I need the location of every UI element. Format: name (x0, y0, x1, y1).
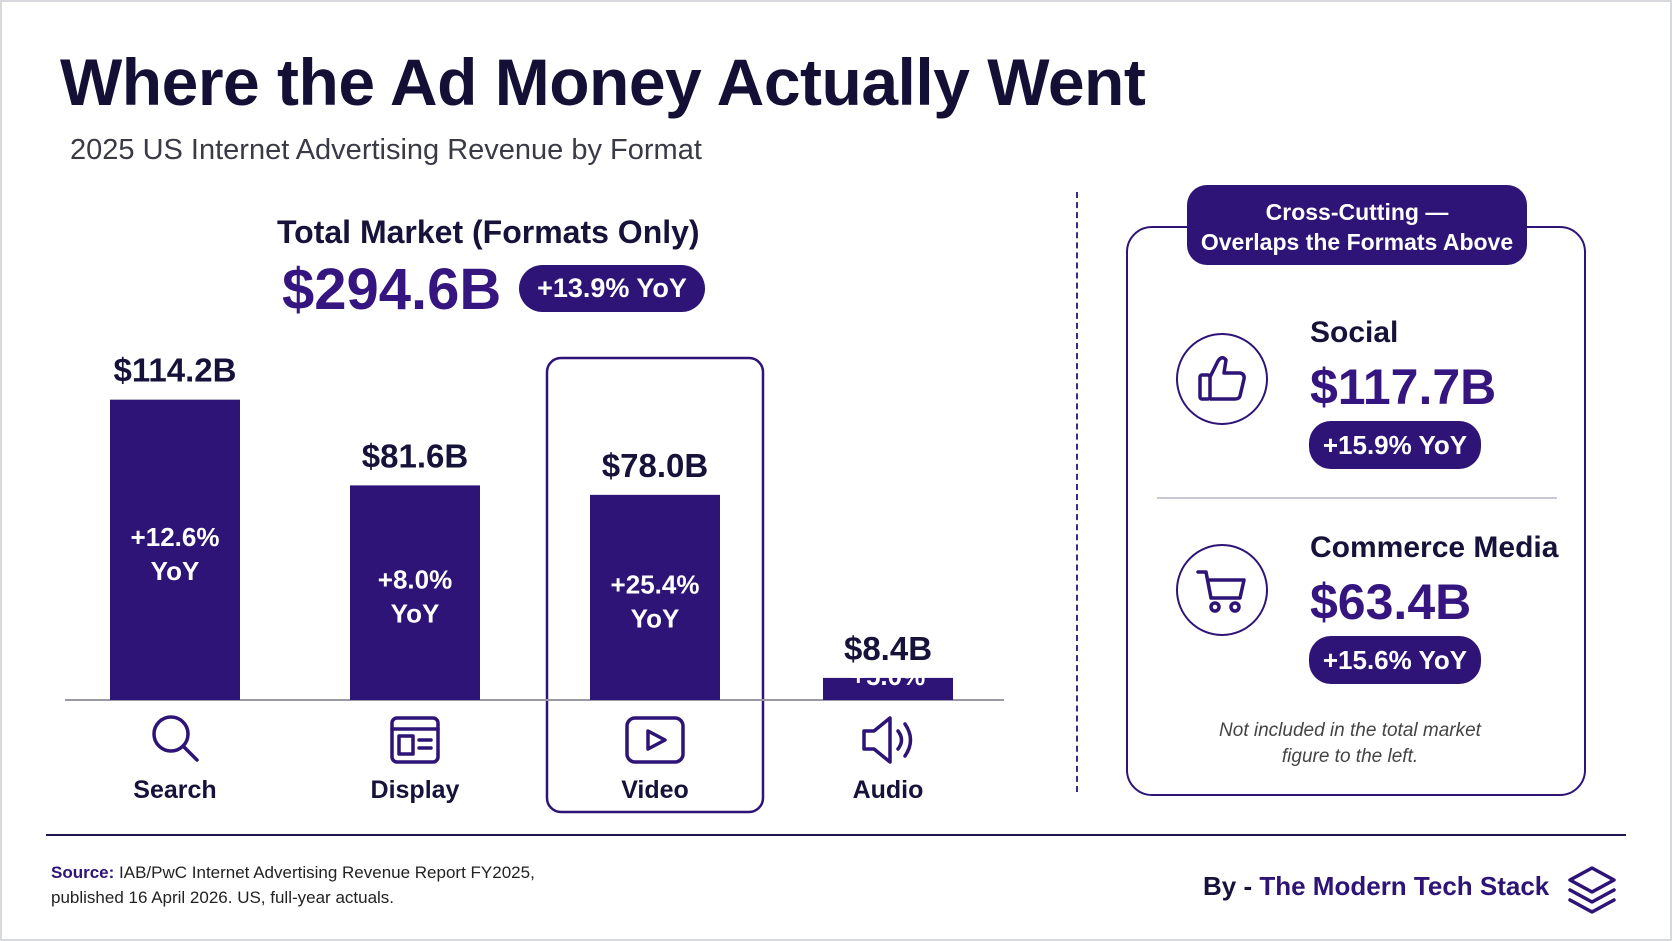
search-icon (152, 715, 190, 753)
yoy-label-search: +12.6% (131, 522, 220, 552)
highlight-frame-video (545, 356, 765, 814)
social-icon-circle (1176, 333, 1268, 425)
panel-footnote: Not included in the total market figure … (1170, 718, 1530, 770)
value-label-display: $81.6B (362, 437, 468, 474)
thumbs-up-icon (1198, 356, 1246, 401)
source-note: Source: IAB/PwC Internet Advertising Rev… (51, 860, 535, 910)
tab-line-1: Cross-Cutting — (1265, 199, 1449, 225)
audio-speaker-icon (862, 716, 892, 764)
search-icon-handle (181, 744, 199, 762)
social-yoy-badge: +15.9% YoY (1309, 421, 1481, 469)
section-divider (1076, 192, 1078, 792)
yoy-label-video: +25.4% (611, 569, 700, 599)
commerce-icon-circle (1176, 544, 1268, 636)
audio-wave-1 (896, 729, 904, 751)
total-market-label: Total Market (Formats Only) (277, 214, 700, 250)
yoy-unit-video: YoY (631, 603, 680, 633)
category-label-display: Display (371, 776, 460, 804)
video-play-triangle (646, 729, 667, 751)
display-icon (390, 716, 440, 764)
video-play-icon (625, 716, 685, 764)
bar-audio (823, 677, 953, 700)
brand-name: The Modern Tech Stack (1259, 871, 1550, 901)
value-label-search: $114.2B (114, 352, 237, 389)
source-line-1: IAB/PwC Internet Advertising Revenue Rep… (114, 863, 535, 882)
total-yoy-badge: +13.9% YoY (519, 265, 705, 312)
page-subtitle: 2025 US Internet Advertising Revenue by … (70, 134, 702, 166)
yoy-unit-search: YoY (151, 556, 200, 586)
note-line-2: figure to the left. (1281, 746, 1419, 767)
shopping-cart-icon (1196, 570, 1246, 613)
stacked-layers-icon (1568, 866, 1616, 914)
bar-display (350, 485, 480, 700)
source-line-2: published 16 April 2026. US, full-year a… (51, 888, 395, 907)
panel-separator (1157, 497, 1557, 499)
value-label-audio: $8.4B (844, 630, 932, 667)
bar-search (110, 399, 240, 700)
note-line-1: Not included in the total market (1219, 720, 1481, 741)
source-label: Source: (51, 863, 115, 882)
bar-video (590, 494, 720, 700)
display-icon-block (397, 734, 415, 756)
page-title: Where the Ad Money Actually Went (60, 45, 1146, 119)
commerce-media-value: $63.4B (1310, 574, 1472, 630)
yoy-label-audio: +5.0% (851, 661, 925, 691)
footer-rule (46, 834, 1626, 836)
total-market-value: $294.6B (282, 257, 502, 322)
social-value: $117.7B (1310, 359, 1497, 415)
audio-wave-2 (903, 722, 913, 758)
cross-cutting-panel (1126, 226, 1586, 796)
yoy-unit-display: YoY (391, 599, 440, 629)
yoy-label-display: +8.0% (378, 565, 452, 595)
commerce-media-label: Commerce Media (1310, 531, 1559, 564)
commerce-media-yoy-badge: +15.6% YoY (1309, 636, 1481, 684)
social-label: Social (1310, 316, 1399, 349)
category-label-audio: Audio (853, 776, 924, 804)
category-label-video: Video (621, 776, 689, 804)
byline: By - The Modern Tech Stack (1203, 871, 1549, 902)
byline-prefix: By - (1203, 871, 1253, 901)
tab-line-2: Overlaps the Formats Above (1200, 229, 1514, 255)
cross-cutting-tab: Cross-Cutting — Overlaps the Formats Abo… (1187, 185, 1527, 265)
value-label-video: $78.0B (602, 447, 708, 484)
category-label-search: Search (133, 776, 216, 804)
